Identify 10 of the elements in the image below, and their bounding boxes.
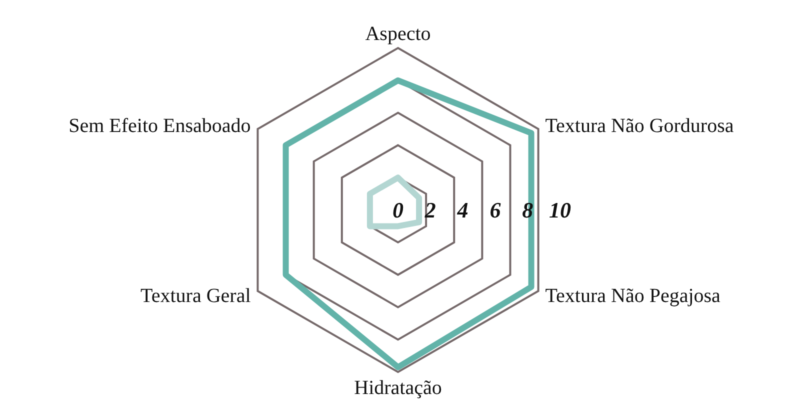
y-tick-label: 6: [490, 198, 501, 222]
spoke-label: Sem Efeito Ensaboado: [68, 115, 251, 138]
spoke-label: Textura Não Gordurosa: [545, 115, 734, 138]
spoke-label: Aspecto: [365, 23, 431, 45]
spoke-label: Textura Não Pegajosa: [545, 285, 721, 308]
spoke-label: Textura Geral: [140, 285, 252, 308]
y-tick-label: 4: [456, 198, 468, 222]
y-tick-label: 10: [549, 198, 571, 222]
y-tick-label: 0: [392, 198, 404, 222]
spoke-label: Hidratação: [354, 377, 442, 400]
